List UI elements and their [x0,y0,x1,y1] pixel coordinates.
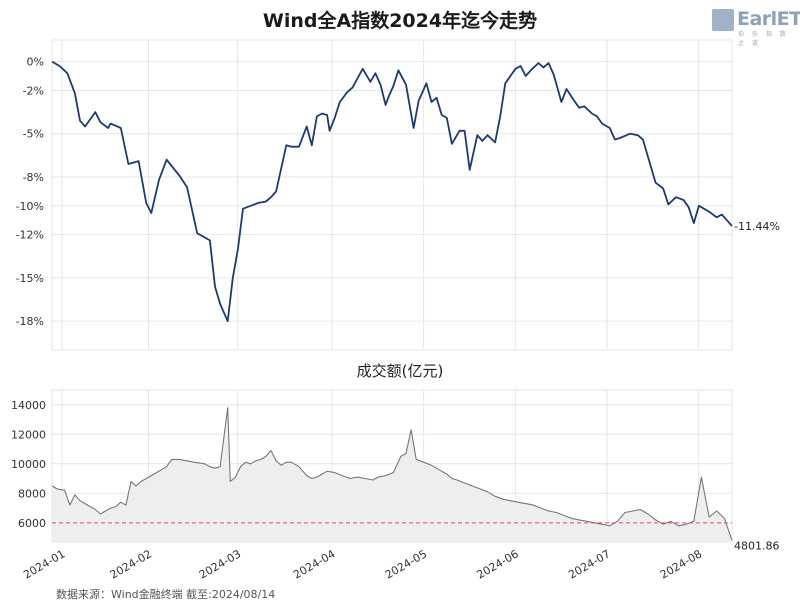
date-tick-label: 2024-01 [21,547,67,581]
date-tick-label: 2024-04 [291,547,337,581]
volume-chart-title: 成交额(亿元) [356,362,444,380]
top-ytick-label: -10% [16,200,44,213]
date-tick-label: 2024-07 [566,547,612,581]
volume-line [51,407,733,541]
top-ytick-label: -12% [16,229,44,242]
index-end-label: -11.44% [734,220,780,233]
top-ytick-label: -15% [16,272,44,285]
index-line [51,60,733,323]
date-tick-label: 2024-06 [475,547,521,581]
logo-subtitle: 伯 乐 指 数 之 道 [738,31,789,47]
top-ytick-label: -18% [16,315,44,328]
bottom-ytick-label: 10000 [11,458,46,471]
top-ytick-label: -5% [23,128,44,141]
bottom-ytick-label: 8000 [18,487,46,500]
earletf-logo: EarlETF 伯 乐 指 数 之 道 [712,7,800,47]
date-tick-label: 2024-05 [383,547,429,581]
top-plot-frame [51,39,733,351]
bottom-ytick-label: 12000 [11,428,46,441]
date-tick-label: 2024-02 [108,547,154,581]
top-ytick-label: -8% [23,171,44,184]
volume-end-label: 4801.86 [734,539,780,552]
logo-text: EarlETF [737,8,800,30]
date-tick-label: 2024-08 [658,547,704,581]
top-ytick-label: -2% [23,84,44,97]
volume-area-fill [52,407,732,542]
logo-mark-icon [712,9,734,31]
chart-title: Wind全A指数2024年迄今走势 [262,10,538,32]
top-ytick-label: 0% [27,56,44,69]
bottom-ytick-label: 14000 [11,399,46,412]
data-source-note: 数据来源：Wind金融终端 截至:2024/08/14 [56,588,276,601]
date-tick-label: 2024-03 [197,547,243,581]
bottom-ytick-label: 6000 [18,517,46,530]
